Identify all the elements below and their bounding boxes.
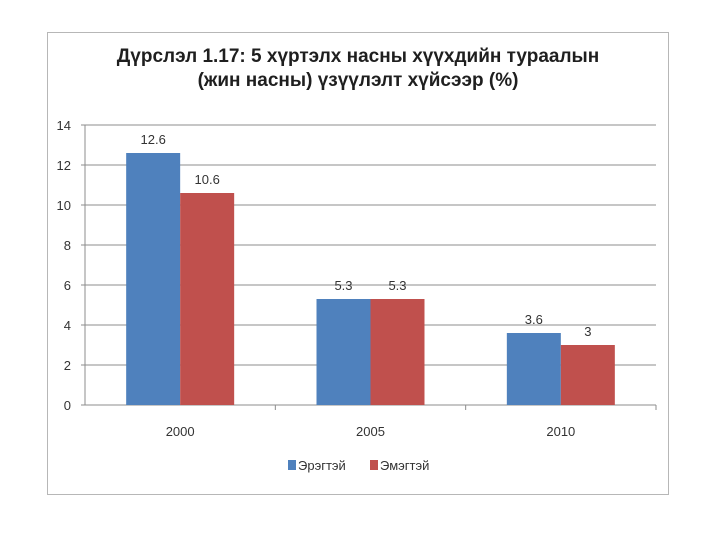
data-label: 3 — [584, 324, 591, 339]
y-tick-label: 14 — [57, 118, 71, 133]
legend-label: Эрэгтэй — [298, 458, 346, 473]
y-tick-label: 12 — [57, 158, 71, 173]
bar — [560, 345, 615, 405]
y-tick-label: 0 — [64, 398, 71, 413]
y-tick-label: 10 — [57, 198, 71, 213]
legend-swatch — [370, 460, 378, 470]
bar — [126, 153, 181, 405]
bar — [316, 299, 371, 405]
chart-title: Дүрслэл 1.17: 5 хүртэлх насны хүүхдийн т… — [48, 45, 668, 93]
bar — [180, 193, 235, 405]
bar — [506, 333, 561, 405]
x-tick-label: 2010 — [546, 424, 575, 439]
legend-label: Эмэгтэй — [380, 458, 429, 473]
y-tick-label: 2 — [64, 358, 71, 373]
bar — [370, 299, 425, 405]
x-tick-label: 2000 — [166, 424, 195, 439]
data-label: 12.6 — [141, 132, 166, 147]
chart-title-line-1: Дүрслэл 1.17: 5 хүртэлх насны хүүхдийн т… — [116, 46, 600, 67]
data-label: 5.3 — [388, 278, 406, 293]
x-tick-label: 2005 — [356, 424, 385, 439]
y-tick-label: 8 — [64, 238, 71, 253]
data-label: 3.6 — [525, 312, 543, 327]
legend-swatch — [288, 460, 296, 470]
data-label: 10.6 — [195, 172, 220, 187]
data-label: 5.3 — [334, 278, 352, 293]
chart-title-line-2: (жин насны) үзүүлэлт хүйсээр (%) — [197, 70, 519, 91]
y-tick-label: 4 — [64, 318, 71, 333]
y-tick-label: 6 — [64, 278, 71, 293]
